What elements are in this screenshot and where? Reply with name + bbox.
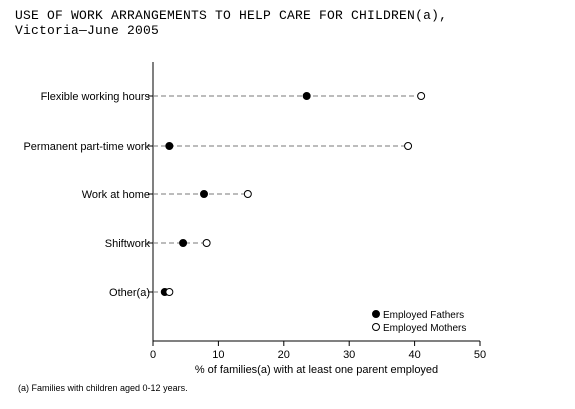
x-axis-label: % of families(a) with at least one paren… — [195, 364, 438, 376]
legend-label: Employed Mothers — [383, 323, 466, 334]
footnote: (a) Families with children aged 0-12 yea… — [18, 383, 188, 393]
mothers-point — [165, 288, 174, 296]
fathers-point — [200, 190, 209, 198]
x-tick-label: 30 — [343, 349, 355, 361]
category-label: Other(a) — [109, 287, 150, 299]
axes — [148, 62, 481, 346]
legend-label: Employed Fathers — [383, 310, 464, 321]
legend-fathers-marker — [372, 310, 380, 318]
category-label: Flexible working hours — [41, 91, 151, 103]
legend-mothers-marker — [372, 323, 380, 331]
chart-title-line2: Victoria—June 2005 — [15, 23, 160, 38]
x-tick-label: 20 — [278, 349, 290, 361]
category-label: Shiftwork — [105, 238, 151, 250]
x-tick-label: 40 — [408, 349, 420, 361]
connector-lines — [153, 95, 422, 293]
category-labels: Flexible working hours Permanent part-tim… — [23, 91, 150, 299]
x-tick-label: 0 — [150, 349, 156, 361]
mothers-point — [202, 239, 211, 247]
category-label: Permanent part-time work — [23, 141, 150, 153]
mothers-point — [243, 190, 252, 198]
x-tick-labels: 0 10 20 30 40 50 — [150, 349, 486, 361]
fathers-point — [179, 239, 188, 247]
fathers-point — [165, 142, 174, 150]
legend: Employed Fathers Employed Mothers — [372, 310, 466, 334]
chart-title: USE OF WORK ARRANGEMENTS TO HELP CARE FO… — [15, 8, 447, 38]
chart-title-line1: USE OF WORK ARRANGEMENTS TO HELP CARE FO… — [15, 8, 448, 23]
mothers-point — [404, 142, 413, 150]
category-label: Work at home — [82, 189, 150, 201]
fathers-point — [302, 92, 311, 100]
x-tick-label: 50 — [474, 349, 486, 361]
mothers-point — [417, 92, 426, 100]
x-tick-label: 10 — [212, 349, 224, 361]
data-points — [160, 92, 426, 296]
